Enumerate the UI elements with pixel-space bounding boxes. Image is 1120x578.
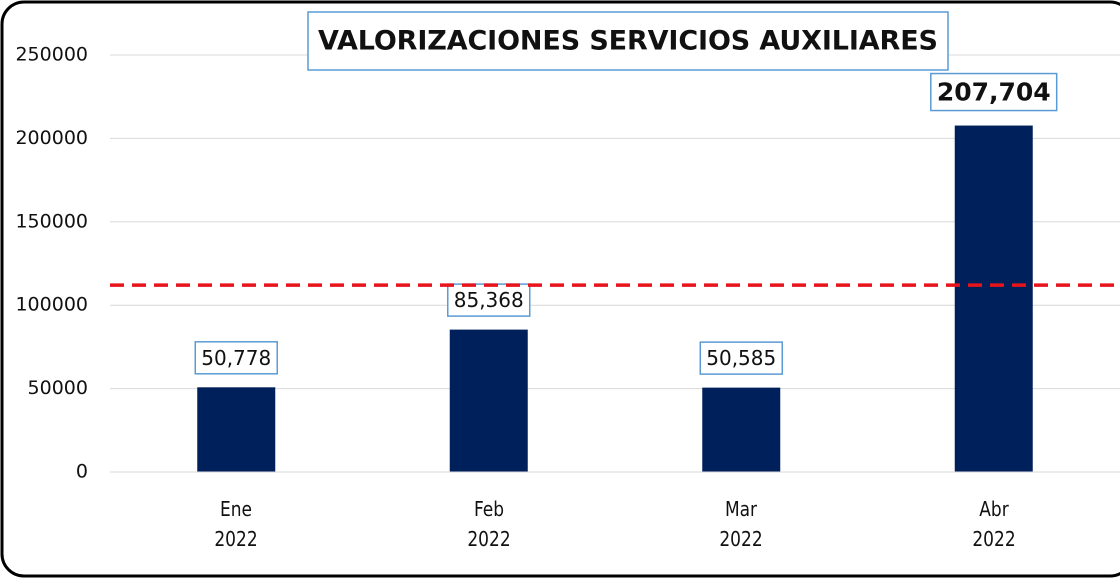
bar	[702, 387, 781, 472]
data-label-box	[699, 341, 783, 375]
bar	[954, 125, 1033, 472]
data-label-box	[930, 72, 1058, 112]
x-tick-label: Abr 2022	[972, 497, 1016, 551]
data-label-box	[194, 341, 278, 375]
chart-title: VALORIZACIONES SERVICIOS AUXILIARES	[318, 26, 938, 57]
bar	[449, 329, 528, 472]
data-label-box	[447, 283, 531, 317]
x-tick-label: Feb 2022	[467, 497, 511, 551]
x-tick-label: Mar 2022	[719, 497, 763, 551]
y-tick-label: 250000	[15, 44, 88, 66]
x-tick-label: Ene 2022	[214, 497, 258, 551]
data-label-group: 50,585	[699, 341, 783, 375]
bar	[197, 387, 276, 472]
y-tick-label: 150000	[15, 210, 88, 232]
data-label: 50,778	[201, 346, 271, 370]
data-label: 85,368	[454, 288, 524, 312]
data-label-group: 50,778	[194, 341, 278, 375]
y-tick-label: 0	[76, 461, 88, 483]
y-tick-label: 50000	[28, 377, 88, 399]
title-box	[307, 11, 949, 71]
y-tick-label: 100000	[15, 294, 88, 316]
title-group: VALORIZACIONES SERVICIOS AUXILIARES	[307, 11, 949, 71]
y-tick-label: 200000	[15, 127, 88, 149]
data-label-group: 207,704	[930, 72, 1058, 112]
data-label: 50,585	[706, 346, 776, 370]
data-label-group: 85,368	[447, 283, 531, 317]
data-label: 207,704	[937, 78, 1051, 107]
